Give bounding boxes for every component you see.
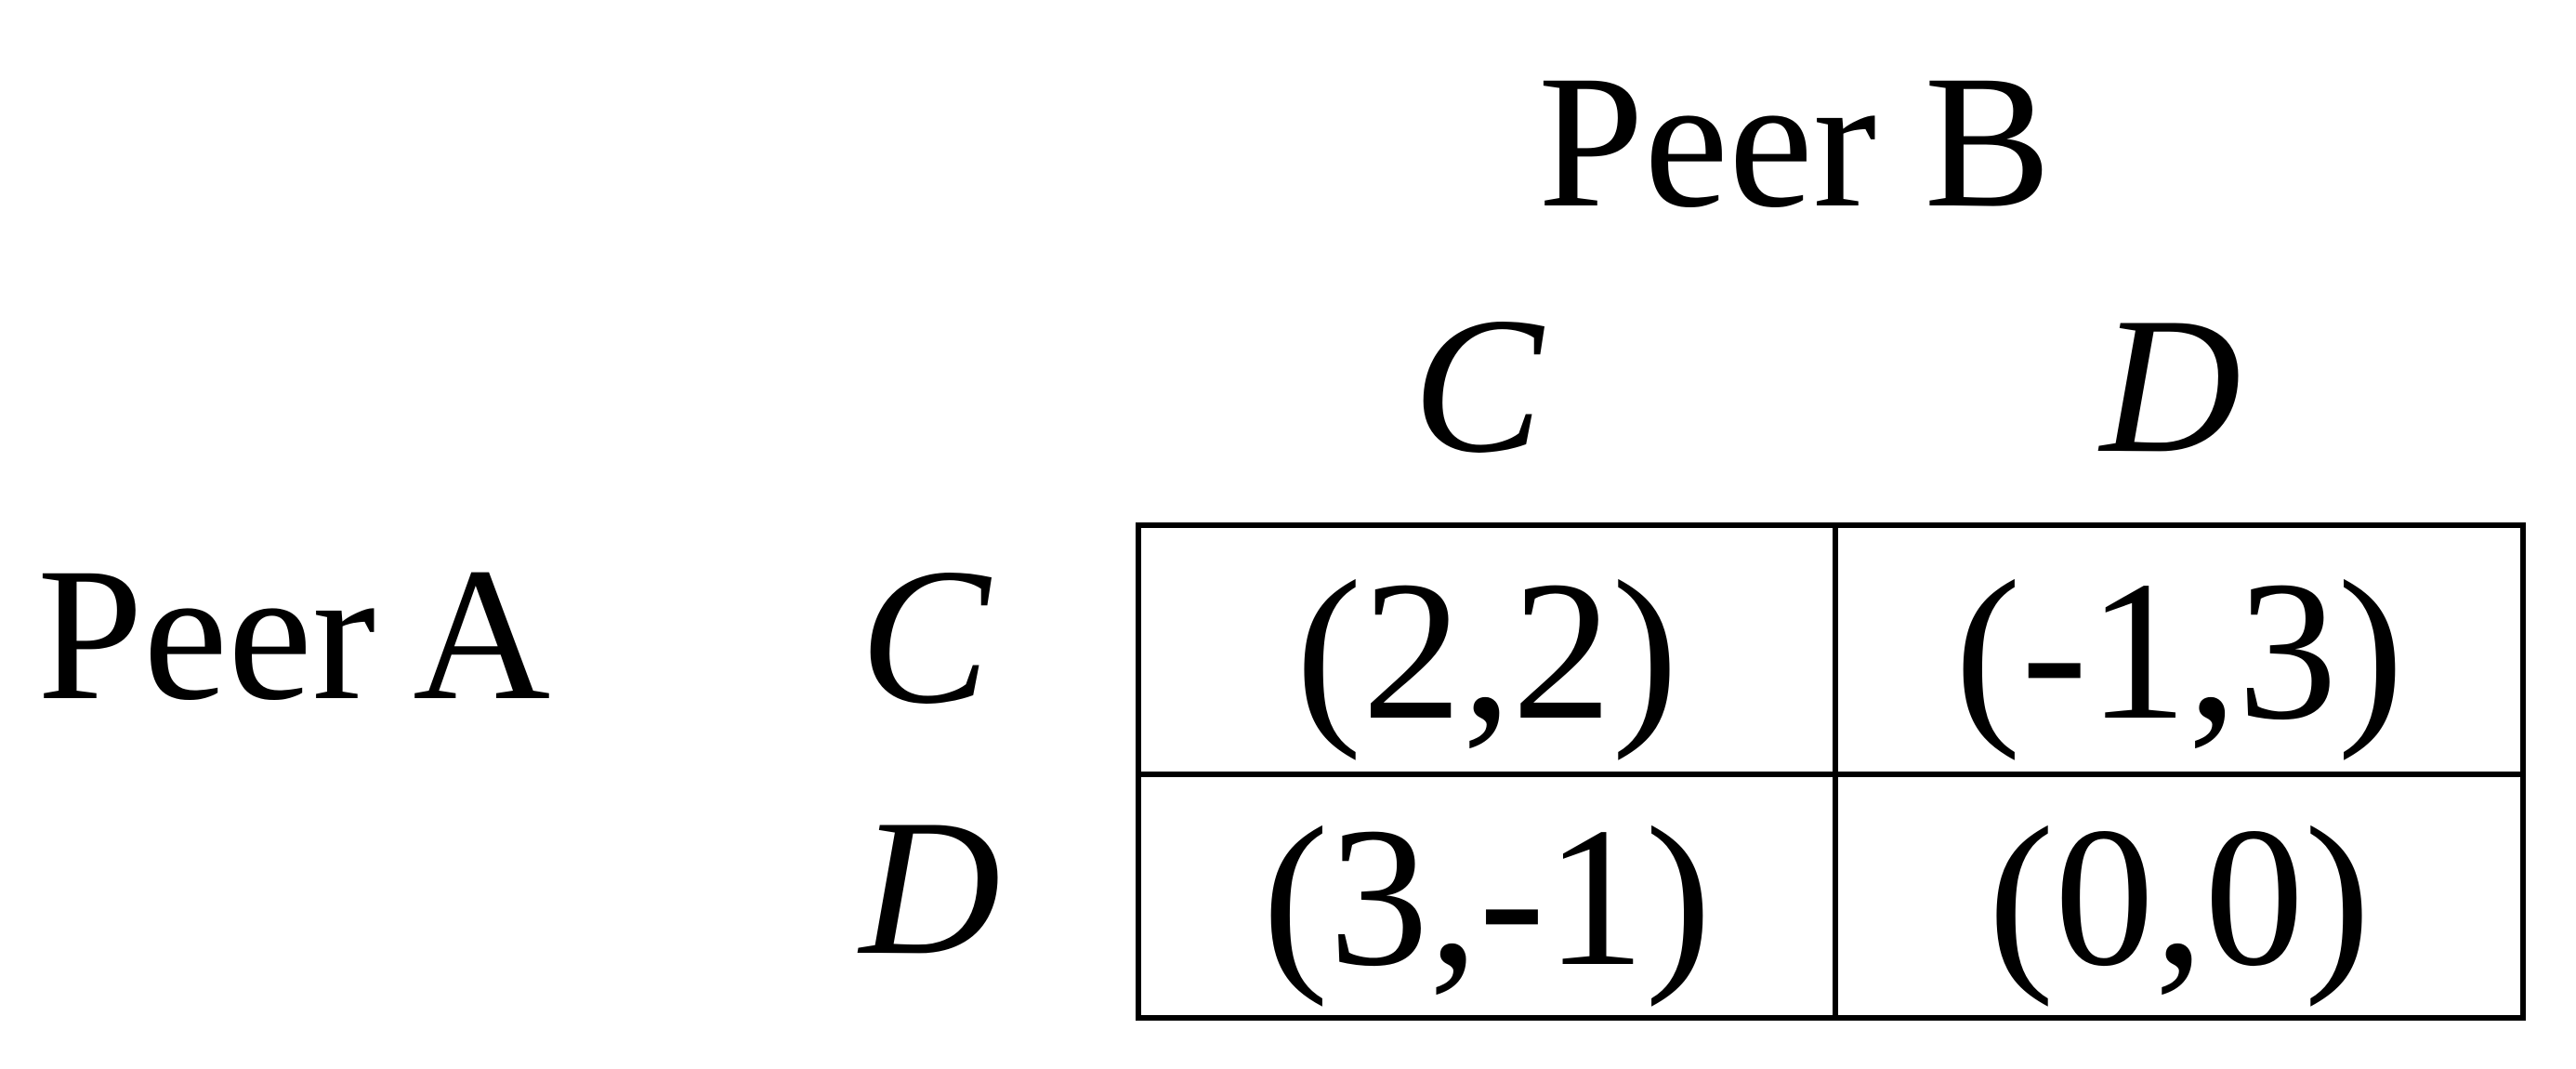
payoff-cell-cd: (-1,3) (1954, 538, 2404, 761)
row-player-label: Peer A (37, 529, 551, 740)
column-strategy-d: D (2100, 278, 2241, 494)
column-strategy-c: C (1413, 278, 1544, 494)
row-strategy-c: C (860, 529, 991, 745)
row-strategy-d: D (860, 780, 1001, 996)
column-divider (1833, 528, 1838, 1015)
payoff-cell-cc: (2,2) (1295, 538, 1678, 761)
column-player-label: Peer B (1538, 36, 2052, 247)
row-divider (1141, 772, 2520, 777)
payoff-cell-dc: (3,-1) (1262, 785, 1712, 1008)
payoff-cell-dd: (0,0) (1988, 785, 2371, 1008)
payoff-matrix: (2,2) (-1,3) (3,-1) (0,0) (1136, 522, 2526, 1021)
